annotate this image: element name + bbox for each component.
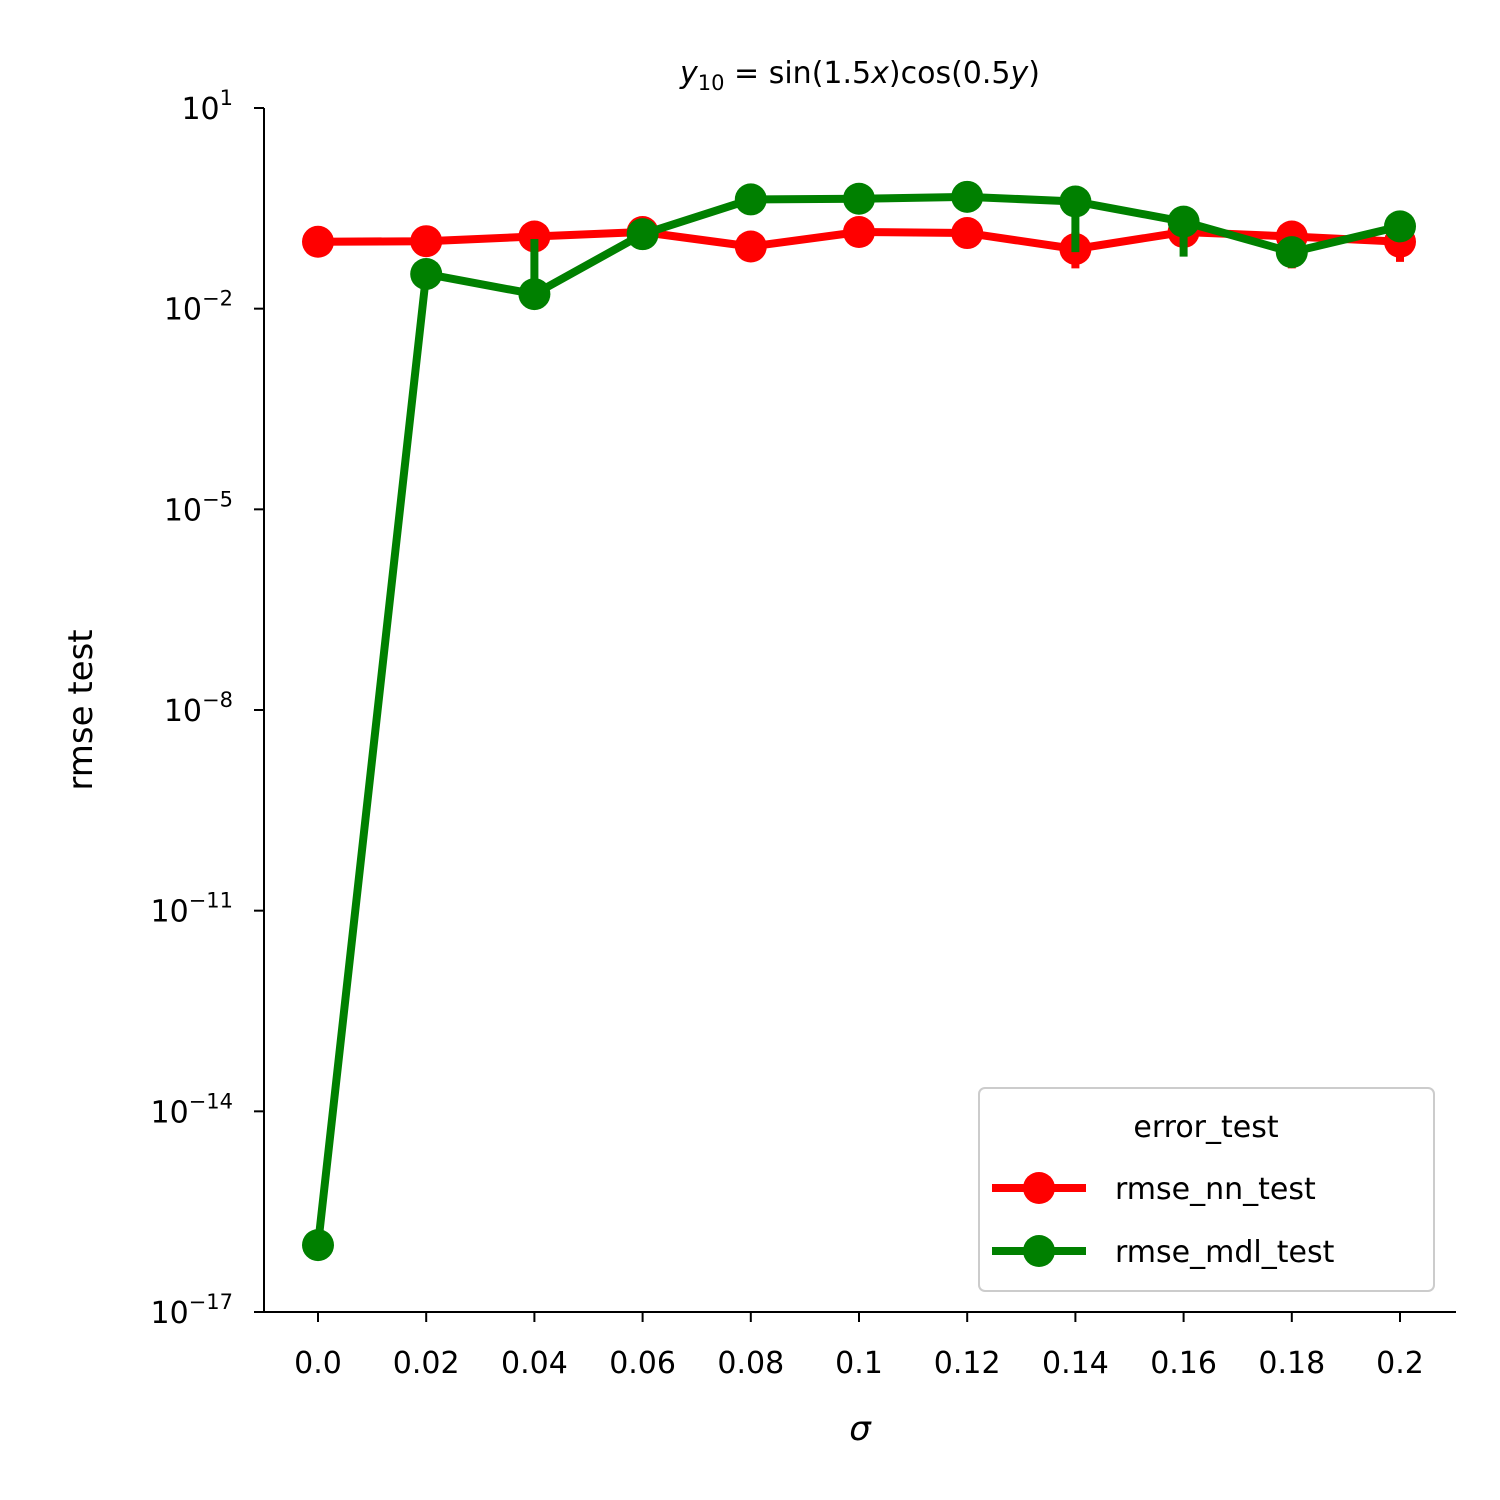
x-tick-label: 0.06 <box>609 1346 676 1381</box>
legend-swatch-marker <box>1023 1235 1055 1267</box>
legend-item-rmse_mdl_test: rmse_mdl_test <box>992 1235 1335 1270</box>
x-tick-label: 0.18 <box>1258 1346 1325 1381</box>
x-tick-label: 0.1 <box>835 1346 883 1381</box>
x-tick-label: 0.12 <box>934 1346 1001 1381</box>
y-tick-label: 101 <box>181 86 233 127</box>
title-var-x: x <box>870 56 889 91</box>
x-tick-label: 0.0 <box>294 1346 342 1381</box>
x-tick-label: 0.16 <box>1150 1346 1217 1381</box>
legend: error_test rmse_nn_test rmse_mdl_test <box>978 1087 1435 1292</box>
svg-text:y10 = sin(1.5x)cos(0.5y): y10 = sin(1.5x)cos(0.5y) <box>679 56 1040 95</box>
legend-label: rmse_mdl_test <box>1115 1235 1335 1270</box>
data-point <box>843 216 875 249</box>
y-tick-label: 10−17 <box>150 1290 233 1331</box>
series-rmse_mdl_test <box>302 180 1416 1262</box>
data-point <box>951 217 984 250</box>
data-point <box>626 218 659 251</box>
x-axis-label: σ <box>849 1409 872 1449</box>
legend-item-rmse_nn_test: rmse_nn_test <box>992 1172 1316 1207</box>
x-tick-label: 0.02 <box>393 1346 460 1381</box>
data-point <box>1275 236 1308 269</box>
title-var-y: y <box>1010 56 1030 91</box>
legend-label: rmse_nn_test <box>1115 1172 1316 1207</box>
title-func-1: sin(1.5 <box>769 56 871 91</box>
x-tick-label: 0.04 <box>501 1346 568 1381</box>
data-point <box>410 257 443 290</box>
data-point <box>843 182 875 215</box>
data-point <box>518 220 551 253</box>
data-point <box>1384 210 1416 243</box>
y-axis-label: rmse test <box>61 629 101 790</box>
data-point <box>734 183 767 216</box>
data-point <box>1167 205 1200 238</box>
title-equals: = <box>725 56 769 91</box>
x-tick-label: 0.14 <box>1042 1346 1109 1381</box>
x-ticks: 0.0 0.02 0.04 0.06 0.08 0.1 0.12 0.14 0.16 0.18 0.… <box>294 1312 1424 1381</box>
title-close: ) <box>1028 56 1040 91</box>
data-point <box>302 225 334 258</box>
title-lhs-var: y <box>679 56 699 91</box>
y-tick-label: 10−8 <box>164 688 233 729</box>
data-point <box>734 230 767 263</box>
y-tick-label: 10−5 <box>164 487 233 528</box>
legend-swatch-marker <box>1023 1172 1055 1204</box>
y-tick-label: 10−11 <box>150 889 233 930</box>
data-point <box>302 1229 334 1262</box>
chart-title: y10 = sin(1.5x)cos(0.5y) <box>679 56 1040 95</box>
series-layer <box>302 180 1416 1262</box>
title-func-2: )cos(0.5 <box>889 56 1011 91</box>
x-tick-label: 0.2 <box>1376 1346 1424 1381</box>
y-tick-label: 10−14 <box>150 1089 233 1130</box>
x-tick-label: 0.08 <box>717 1346 784 1381</box>
title-lhs-subscript: 10 <box>698 71 725 95</box>
data-point <box>518 278 551 311</box>
data-point <box>1059 185 1092 218</box>
y-tick-label: 10−2 <box>164 287 233 328</box>
legend-items: rmse_nn_test rmse_mdl_test <box>992 1172 1335 1270</box>
data-point <box>410 225 443 258</box>
y-ticks: 101 10−2 10−5 10−8 10−11 10−14 10−17 <box>150 86 264 1331</box>
legend-title: error_test <box>1133 1110 1278 1145</box>
legend-frame <box>978 1087 1435 1292</box>
data-point <box>951 180 984 213</box>
